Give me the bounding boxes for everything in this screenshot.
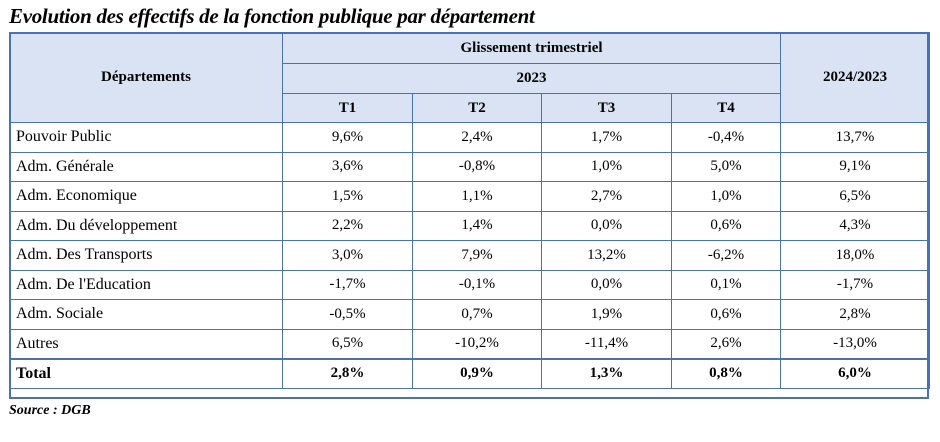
table-body: Pouvoir Public 9,6% 2,4% 1,7% -0,4% 13,7% Adm.…: [9, 122, 931, 389]
value-cell: 1,4%: [412, 210, 542, 241]
header-departements: Départements: [9, 32, 283, 123]
value-cell: 9,6%: [282, 122, 413, 153]
value-cell: 1,7%: [541, 122, 672, 153]
value-cell: -0,5%: [282, 299, 413, 330]
department-cell: Adm. De l'Education: [9, 269, 283, 300]
value-cell: 9,1%: [780, 151, 931, 182]
total-row: Total 2,8% 0,9% 1,3% 0,8% 6,0%: [9, 357, 931, 389]
total-value-cell: 0,9%: [412, 357, 542, 389]
value-cell: -1,7%: [780, 269, 931, 300]
table-row: Adm. Générale 3,6% -0,8% 1,0% 5,0% 9,1%: [9, 151, 931, 182]
value-cell: 7,9%: [412, 240, 542, 271]
value-cell: 0,1%: [670, 269, 782, 300]
department-cell: Pouvoir Public: [9, 122, 283, 153]
value-cell: 0,7%: [412, 299, 542, 330]
value-cell: 1,0%: [670, 181, 782, 212]
value-cell: 3,0%: [282, 240, 413, 271]
total-value-cell: 2,8%: [282, 357, 413, 389]
value-cell: 0,6%: [670, 210, 782, 241]
total-value-cell: 6,0%: [780, 357, 931, 389]
header-t2: T2: [412, 93, 542, 123]
value-cell: 1,0%: [541, 151, 672, 182]
value-cell: 3,6%: [282, 151, 413, 182]
table-row: Adm. Economique 1,5% 1,1% 2,7% 1,0% 6,5%: [9, 181, 931, 212]
value-cell: 18,0%: [780, 240, 931, 271]
value-cell: -0,1%: [412, 269, 542, 300]
value-cell: 0,6%: [670, 299, 782, 330]
value-cell: -0,8%: [412, 151, 542, 182]
value-cell: 2,7%: [541, 181, 672, 212]
department-cell: Adm. Du développement: [9, 210, 283, 241]
header-2024-2023: 2024/2023: [780, 32, 931, 123]
total-value-cell: 1,3%: [541, 357, 672, 389]
table-row: Adm. Des Transports 3,0% 7,9% 13,2% -6,2% 18,…: [9, 240, 931, 271]
department-cell: Autres: [9, 328, 283, 359]
table-row: Pouvoir Public 9,6% 2,4% 1,7% -0,4% 13,7%: [9, 122, 931, 153]
value-cell: 0,0%: [541, 210, 672, 241]
value-cell: 2,6%: [670, 328, 782, 359]
value-cell: -6,2%: [670, 240, 782, 271]
table-row: Autres 6,5% -10,2% -11,4% 2,6% -13,0%: [9, 328, 931, 359]
value-cell: 6,5%: [282, 328, 413, 359]
value-cell: 2,2%: [282, 210, 413, 241]
table-row: Adm. De l'Education -1,7% -0,1% 0,0% 0,1% -1,…: [9, 269, 931, 300]
value-cell: 1,9%: [541, 299, 672, 330]
source-note: Source : DGB: [9, 403, 91, 418]
department-cell: Adm. Générale: [9, 151, 283, 182]
value-cell: 6,5%: [780, 181, 931, 212]
total-label: Total: [9, 357, 283, 389]
department-cell: Adm. Des Transports: [9, 240, 283, 271]
value-cell: 5,0%: [670, 151, 782, 182]
value-cell: -11,4%: [541, 328, 672, 359]
value-cell: 2,4%: [412, 122, 542, 153]
value-cell: -1,7%: [282, 269, 413, 300]
department-cell: Adm. Economique: [9, 181, 283, 212]
value-cell: 1,1%: [412, 181, 542, 212]
effectifs-table: Départements Glissement trimestriel 2024…: [9, 32, 931, 389]
table-title: Evolution des effectifs de la fonction p…: [9, 4, 535, 28]
header-year: 2023: [281, 63, 782, 94]
header-t1: T1: [282, 93, 413, 123]
value-cell: -13,0%: [780, 328, 931, 359]
total-value-cell: 0,8%: [670, 357, 782, 389]
header-t4: T4: [670, 93, 782, 123]
table-row: Adm. Du développement 2,2% 1,4% 0,0% 0,6% 4,3…: [9, 210, 931, 241]
value-cell: 0,0%: [541, 269, 672, 300]
value-cell: 13,2%: [541, 240, 672, 271]
value-cell: 2,8%: [780, 299, 931, 330]
header-glissement-trimestriel: Glissement trimestriel: [281, 32, 782, 64]
value-cell: 4,3%: [780, 210, 931, 241]
value-cell: -0,4%: [670, 122, 782, 153]
table-row: Adm. Sociale -0,5% 0,7% 1,9% 0,6% 2,8%: [9, 299, 931, 330]
header-t3: T3: [541, 93, 672, 123]
value-cell: 13,7%: [780, 122, 931, 153]
value-cell: -10,2%: [412, 328, 542, 359]
department-cell: Adm. Sociale: [9, 299, 283, 330]
value-cell: 1,5%: [282, 181, 413, 212]
